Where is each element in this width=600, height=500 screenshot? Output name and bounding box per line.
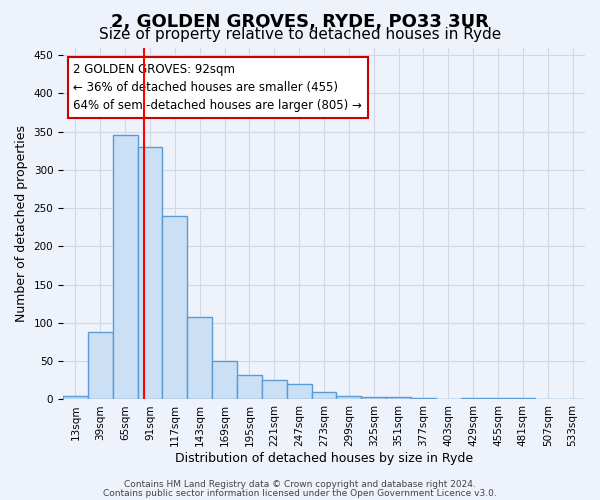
X-axis label: Distribution of detached houses by size in Ryde: Distribution of detached houses by size … xyxy=(175,452,473,465)
Bar xyxy=(88,332,113,400)
Bar xyxy=(163,216,187,400)
Bar xyxy=(212,361,237,400)
Bar xyxy=(237,375,262,400)
Bar xyxy=(411,398,436,400)
Text: 2 GOLDEN GROVES: 92sqm
← 36% of detached houses are smaller (455)
64% of semi-de: 2 GOLDEN GROVES: 92sqm ← 36% of detached… xyxy=(73,64,362,112)
Text: Contains public sector information licensed under the Open Government Licence v3: Contains public sector information licen… xyxy=(103,488,497,498)
Bar xyxy=(113,136,137,400)
Bar xyxy=(137,147,163,400)
Bar xyxy=(311,392,337,400)
Text: 2, GOLDEN GROVES, RYDE, PO33 3UR: 2, GOLDEN GROVES, RYDE, PO33 3UR xyxy=(111,12,489,30)
Bar xyxy=(535,398,560,400)
Bar xyxy=(63,396,88,400)
Bar xyxy=(461,398,485,400)
Bar xyxy=(337,396,361,400)
Text: Size of property relative to detached houses in Ryde: Size of property relative to detached ho… xyxy=(99,28,501,42)
Bar xyxy=(485,398,511,400)
Bar xyxy=(287,384,311,400)
Bar xyxy=(386,397,411,400)
Bar xyxy=(511,398,535,400)
Text: Contains HM Land Registry data © Crown copyright and database right 2024.: Contains HM Land Registry data © Crown c… xyxy=(124,480,476,489)
Bar xyxy=(187,317,212,400)
Bar xyxy=(560,398,585,400)
Y-axis label: Number of detached properties: Number of detached properties xyxy=(15,125,28,322)
Bar xyxy=(361,397,386,400)
Bar xyxy=(262,380,287,400)
